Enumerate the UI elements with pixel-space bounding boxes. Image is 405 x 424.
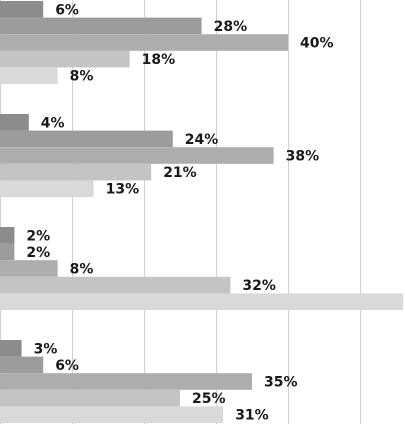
data-label: 8% [70, 262, 94, 278]
bar [0, 1, 44, 18]
bar [0, 389, 180, 407]
data-label: 4% [41, 115, 65, 131]
data-label: 28% [214, 19, 248, 35]
bar [0, 130, 173, 148]
data-label: 21% [163, 165, 197, 181]
data-label: 8% [70, 69, 94, 85]
bar [0, 34, 288, 51]
bar [0, 180, 94, 197]
data-label: 3% [34, 341, 58, 357]
data-label: 25% [192, 391, 226, 407]
bar [0, 243, 15, 261]
data-label: 31% [235, 408, 269, 424]
data-label: 6% [55, 2, 79, 18]
bar [0, 147, 274, 164]
bar [0, 50, 130, 68]
bar [0, 356, 44, 374]
bar [0, 114, 29, 131]
data-label: 2% [26, 245, 50, 261]
data-label: 32% [242, 278, 276, 294]
data-label: 6% [55, 358, 79, 374]
bar [0, 276, 231, 294]
bar [0, 67, 58, 84]
data-label: 24% [185, 132, 219, 148]
data-label: 38% [286, 149, 320, 165]
bar [0, 340, 22, 357]
bar [0, 260, 58, 277]
data-label: 18% [142, 52, 176, 68]
data-label: 35% [264, 375, 298, 391]
data-labels: 6%28%40%18%8%4%24%38%21%13%2%2%8%32%3%6%… [26, 2, 333, 423]
bar [0, 163, 152, 181]
bar [0, 227, 15, 244]
bar [0, 293, 404, 310]
bar [0, 373, 252, 390]
data-label: 40% [300, 36, 334, 52]
data-label: 13% [106, 182, 140, 198]
bar [0, 17, 202, 35]
bar [0, 406, 224, 423]
data-label: 2% [26, 228, 50, 244]
